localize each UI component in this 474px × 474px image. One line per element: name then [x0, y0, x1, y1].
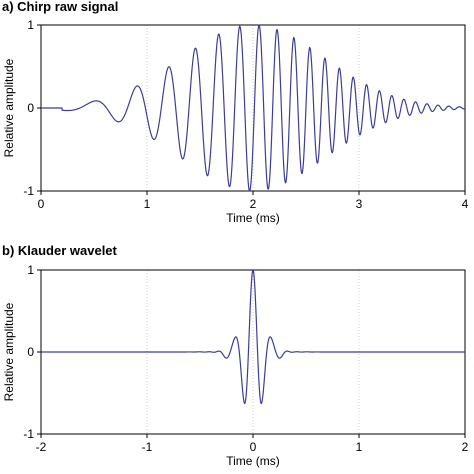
x-tick-label: 2 [250, 197, 257, 211]
x-tick-label: 0 [38, 197, 45, 211]
chart-title-a: a) Chirp raw signal [2, 0, 119, 14]
x-tick-label: 1 [356, 440, 363, 454]
x-tick-label: 2 [462, 440, 469, 454]
y-tick-label: -1 [23, 427, 34, 441]
y-tick-label: 1 [27, 18, 34, 32]
y-axis-label: Relative amplitude [2, 58, 16, 157]
x-axis-label: Time (ms) [226, 211, 280, 225]
x-tick-label: 0 [250, 440, 257, 454]
y-tick-label: -1 [23, 184, 34, 198]
y-tick-label: 0 [27, 101, 34, 115]
y-tick-label: 1 [27, 263, 34, 277]
series-line [41, 268, 465, 405]
y-axis-label: Relative amplitude [2, 302, 16, 401]
x-tick-label: 3 [356, 197, 363, 211]
series-line [41, 24, 466, 192]
chart-title-b: b) Klauder wavelet [2, 243, 117, 258]
x-tick-label: -2 [36, 440, 47, 454]
x-tick-label: -1 [142, 440, 153, 454]
x-tick-label: 4 [462, 197, 469, 211]
x-tick-label: 1 [144, 197, 151, 211]
y-tick-label: 0 [27, 345, 34, 359]
x-axis-label: Time (ms) [226, 454, 280, 468]
chart-panel-a: 0 1 2 3 4 -1 0 1 Time (ms) Relative amplitude [2, 18, 469, 225]
